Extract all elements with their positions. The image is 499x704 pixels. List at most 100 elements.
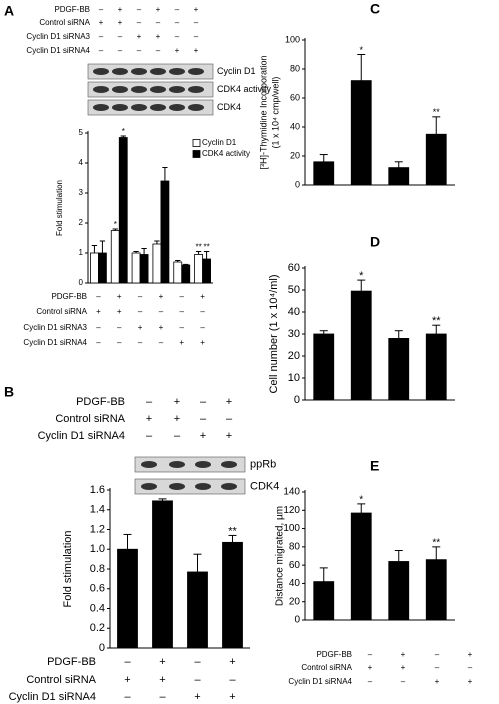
condition-sign: – xyxy=(124,656,131,668)
blot-band xyxy=(131,68,147,75)
significance-label: * xyxy=(160,489,165,501)
blot-band xyxy=(150,68,166,75)
condition-label: Cyclin D1 siRNA4 xyxy=(9,691,96,703)
y-tick-label: 0.4 xyxy=(90,602,105,614)
condition-sign: + xyxy=(159,323,164,332)
condition-label: PDGF-BB xyxy=(51,292,87,301)
condition-sign: + xyxy=(226,396,232,408)
blot-label: CDK4 activity xyxy=(217,84,272,94)
condition-sign: – xyxy=(137,5,142,14)
condition-sign: + xyxy=(137,32,142,41)
condition-sign: – xyxy=(180,307,185,316)
y-axis-label: Fold stimulation xyxy=(62,530,74,607)
bar xyxy=(350,512,372,621)
y-tick-label: 20 xyxy=(290,150,300,160)
y-tick-label: 40 xyxy=(288,306,300,318)
significance-label: * xyxy=(359,495,363,506)
y-axis-label: (1 x 10⁴ cmp/well) xyxy=(270,77,280,149)
y-tick-label: 20 xyxy=(288,350,300,362)
condition-sign: – xyxy=(175,5,180,14)
y-tick-label: 60 xyxy=(290,92,300,102)
condition-label: Control siRNA xyxy=(26,674,96,686)
condition-sign: – xyxy=(146,430,153,442)
y-axis-label: Fold stimulation xyxy=(55,180,64,236)
condition-sign: + xyxy=(226,430,232,442)
bar xyxy=(313,161,335,186)
bar xyxy=(313,333,335,401)
blot-band xyxy=(195,461,211,468)
condition-sign: – xyxy=(180,323,185,332)
condition-sign: – xyxy=(159,691,166,703)
y-tick-label: 20 xyxy=(289,596,301,607)
bar xyxy=(425,333,447,401)
condition-sign: – xyxy=(175,32,180,41)
bar xyxy=(181,264,191,284)
condition-sign: + xyxy=(159,292,164,301)
bar xyxy=(388,337,410,401)
blot-band xyxy=(169,86,185,93)
condition-sign: + xyxy=(99,18,104,27)
condition-label: Cyclin D1 siRNA4 xyxy=(26,46,90,55)
condition-label: PDGF-BB xyxy=(54,5,90,14)
y-tick-label: 80 xyxy=(289,541,301,552)
condition-label: PDGF-BB xyxy=(76,396,125,408)
condition-sign: – xyxy=(435,663,440,672)
condition-sign: – xyxy=(200,396,207,408)
significance-label: ** xyxy=(228,525,237,537)
condition-sign: – xyxy=(117,338,122,347)
bar xyxy=(202,258,211,284)
condition-sign: – xyxy=(194,674,201,686)
condition-label: Control siRNA xyxy=(55,413,125,425)
condition-sign: + xyxy=(229,656,235,668)
condition-sign: + xyxy=(174,413,180,425)
significance-label: * xyxy=(114,220,117,229)
y-tick-label: 0.2 xyxy=(90,622,105,634)
condition-sign: – xyxy=(96,323,101,332)
condition-sign: + xyxy=(124,674,130,686)
condition-sign: + xyxy=(179,338,184,347)
y-tick-label: 1.0 xyxy=(90,543,105,555)
legend-swatch xyxy=(192,150,201,158)
legend-label: CDK4 activity xyxy=(202,149,250,158)
panel-letter: B xyxy=(4,384,14,400)
condition-sign: + xyxy=(200,338,205,347)
bar xyxy=(388,167,410,186)
blot-band xyxy=(188,104,204,111)
blot-band xyxy=(141,483,157,490)
bar xyxy=(118,137,128,284)
blot-band xyxy=(131,104,147,111)
bar xyxy=(425,559,447,621)
condition-label: Cyclin D1 siRNA3 xyxy=(23,323,87,332)
blot-band xyxy=(169,461,185,468)
condition-label: Control siRNA xyxy=(36,307,87,316)
condition-sign: + xyxy=(229,691,235,703)
bar xyxy=(160,180,170,284)
condition-sign: – xyxy=(117,323,122,332)
blot-label: CDK4 xyxy=(250,480,279,492)
blot-band xyxy=(195,483,211,490)
y-tick-label: 0 xyxy=(294,615,300,626)
condition-sign: – xyxy=(156,46,161,55)
bar xyxy=(152,500,173,649)
y-tick-label: 1.2 xyxy=(90,523,105,535)
blot-label: CDK4 xyxy=(217,102,241,112)
blot-label: Cyclin D1 xyxy=(217,66,256,76)
condition-sign: + xyxy=(117,307,122,316)
condition-label: Control siRNA xyxy=(39,18,90,27)
bar xyxy=(313,581,335,621)
condition-sign: + xyxy=(401,663,406,672)
bar xyxy=(117,548,138,649)
condition-sign: + xyxy=(194,691,200,703)
y-tick-label: 60 xyxy=(288,262,300,274)
bar xyxy=(98,252,107,284)
y-tick-label: 1 xyxy=(79,248,84,257)
condition-sign: – xyxy=(159,307,164,316)
bar xyxy=(152,243,162,284)
condition-label: Cyclin D1 siRNA4 xyxy=(288,677,352,686)
condition-label: Cyclin D1 siRNA4 xyxy=(23,338,87,347)
y-tick-label: 0 xyxy=(295,179,300,189)
condition-sign: + xyxy=(194,46,199,55)
y-axis-label: Distance migrated, µm xyxy=(275,506,286,606)
condition-sign: – xyxy=(156,18,161,27)
